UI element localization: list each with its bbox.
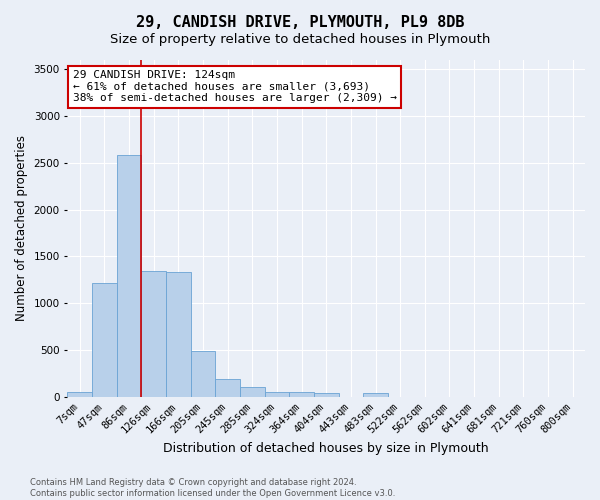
Bar bbox=[289, 392, 314, 396]
Bar bbox=[67, 392, 92, 396]
Bar bbox=[240, 387, 265, 396]
Bar bbox=[166, 272, 191, 396]
Text: Contains HM Land Registry data © Crown copyright and database right 2024.
Contai: Contains HM Land Registry data © Crown c… bbox=[30, 478, 395, 498]
Bar bbox=[215, 380, 240, 396]
Text: 29 CANDISH DRIVE: 124sqm
← 61% of detached houses are smaller (3,693)
38% of sem: 29 CANDISH DRIVE: 124sqm ← 61% of detach… bbox=[73, 70, 397, 103]
X-axis label: Distribution of detached houses by size in Plymouth: Distribution of detached houses by size … bbox=[163, 442, 489, 455]
Y-axis label: Number of detached properties: Number of detached properties bbox=[15, 136, 28, 322]
Bar bbox=[92, 282, 117, 397]
Bar bbox=[142, 272, 166, 396]
Bar bbox=[363, 394, 388, 396]
Text: Size of property relative to detached houses in Plymouth: Size of property relative to detached ho… bbox=[110, 32, 490, 46]
Bar bbox=[265, 392, 289, 396]
Text: 29, CANDISH DRIVE, PLYMOUTH, PL9 8DB: 29, CANDISH DRIVE, PLYMOUTH, PL9 8DB bbox=[136, 15, 464, 30]
Bar bbox=[314, 394, 338, 396]
Bar bbox=[117, 156, 142, 396]
Bar bbox=[191, 351, 215, 397]
